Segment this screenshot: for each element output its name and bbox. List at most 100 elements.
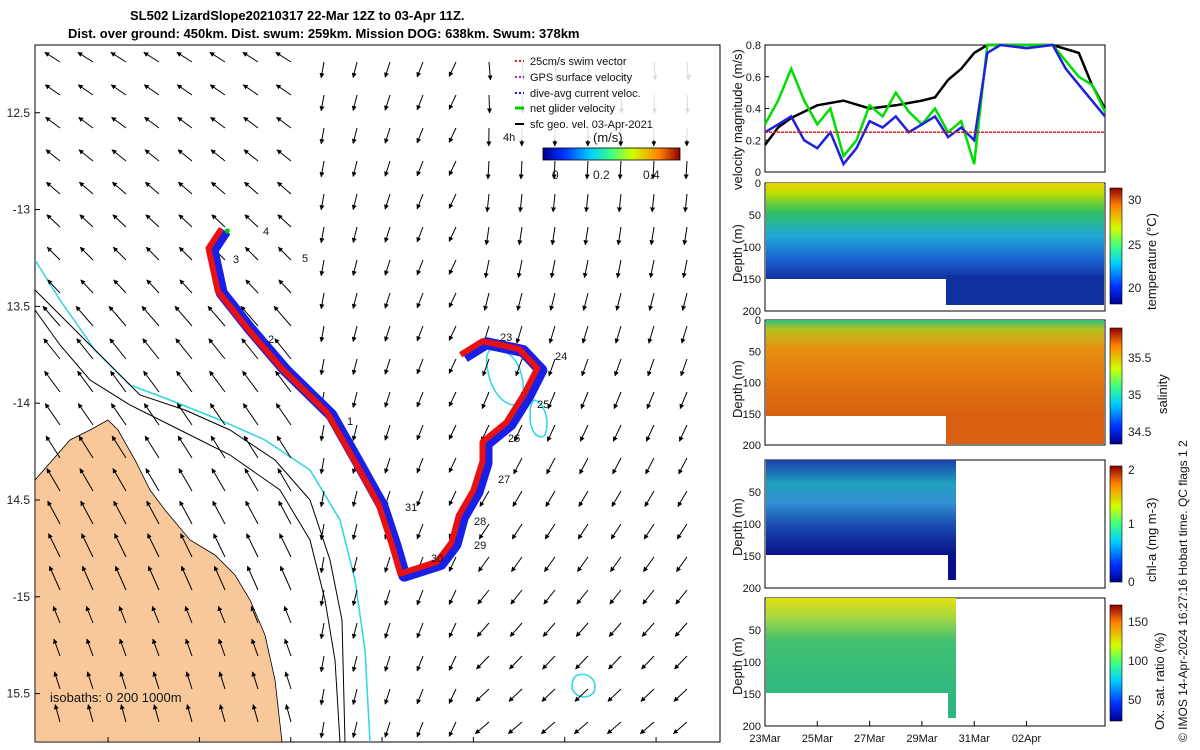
map-y-tick-label: 14.5 bbox=[7, 493, 31, 507]
velocity-vector-arrow bbox=[416, 721, 424, 738]
day-label-23: 23 bbox=[500, 332, 512, 344]
velocity-vector-arrow bbox=[185, 671, 193, 690]
velocity-vector-arrow bbox=[319, 325, 325, 343]
velocity-vector-arrow bbox=[416, 292, 424, 309]
velocity-vector-arrow bbox=[644, 490, 655, 507]
velocity-vector-arrow bbox=[75, 305, 94, 327]
velocity-vector-arrow bbox=[185, 704, 193, 723]
velocity-vector-arrow bbox=[674, 622, 688, 637]
velocity-vector-arrow bbox=[647, 358, 655, 377]
velocity-vector-arrow bbox=[208, 338, 226, 360]
velocity-vector-arrow bbox=[53, 704, 61, 723]
velocity-vector-arrow bbox=[319, 226, 325, 244]
velocity-vector-arrow bbox=[475, 688, 490, 702]
velocity-vector-arrow bbox=[44, 84, 61, 96]
velocity-vector-arrow bbox=[81, 565, 94, 591]
depth-tick-label: 50 bbox=[749, 210, 761, 222]
temperature-ylabel: Depth (m) bbox=[730, 224, 745, 282]
depth-tick-label: 150 bbox=[743, 409, 761, 421]
velocity-vector-arrow bbox=[113, 279, 127, 294]
velocity-vector-arrow bbox=[152, 704, 160, 723]
velocity-vector-arrow bbox=[579, 457, 589, 475]
velocity-vector-arrow bbox=[448, 259, 457, 275]
map-x-ticks: 144.5 145 145.5 146 146.5 147 147.5 bbox=[93, 737, 671, 750]
velocity-vector-arrow bbox=[174, 305, 193, 327]
velocity-vector-arrow bbox=[549, 259, 556, 279]
velocity-vector-arrow bbox=[243, 116, 259, 129]
map-x-tick-label: 145 bbox=[189, 748, 209, 750]
velocity-vector-arrow bbox=[111, 149, 127, 162]
velocity-vector-arrow bbox=[540, 721, 556, 735]
velocity-vector-arrow bbox=[152, 671, 160, 690]
velocity-vector-arrow bbox=[617, 193, 623, 213]
velocity-vector-arrow bbox=[218, 638, 226, 657]
velocity-vector-arrow bbox=[681, 292, 688, 311]
velocity-vector-arrow bbox=[507, 721, 523, 735]
velocity-vector-arrow bbox=[178, 214, 193, 228]
velocity-vector-arrow bbox=[649, 226, 655, 246]
velocity-vector-arrow bbox=[672, 721, 688, 735]
velocity-vector-arrow bbox=[582, 292, 589, 311]
velocity-vector-arrow bbox=[242, 84, 259, 96]
velocity-vector-arrow bbox=[513, 424, 523, 442]
depth-tick-label: 100 bbox=[743, 378, 761, 390]
velocity-y-ticks: 0 0.2 0.4 0.6 0.8 bbox=[746, 40, 769, 179]
velocity-vector-arrow bbox=[485, 160, 491, 180]
chla-colorbar bbox=[1109, 465, 1123, 583]
eddy-contour-3 bbox=[571, 673, 596, 698]
velocity-vector-arrow bbox=[240, 305, 259, 327]
velocity-vector-arrow bbox=[351, 292, 358, 310]
depth-tick-label: 50 bbox=[749, 625, 761, 637]
velocity-vector-arrow bbox=[147, 533, 160, 558]
velocity-vector-arrow bbox=[448, 391, 457, 407]
velocity-vector-arrow bbox=[416, 391, 424, 408]
velocity-vector-arrow bbox=[319, 457, 325, 475]
velocity-vector-arrow bbox=[487, 61, 493, 81]
velocity-vector-arrow bbox=[177, 116, 193, 129]
velocity-vector-arrow bbox=[579, 424, 589, 442]
velocity-vector-arrow bbox=[251, 704, 259, 723]
velocity-vector-arrow bbox=[209, 84, 226, 96]
map-y-tick-label: -15 bbox=[13, 590, 31, 604]
heatmap-ticks: 05010015020030252005010015020035.53534.5… bbox=[743, 178, 1152, 733]
velocity-vector-arrow bbox=[78, 149, 94, 162]
velocity-vector-arrow bbox=[645, 424, 655, 442]
velocity-vector-arrow bbox=[543, 589, 556, 605]
velocity-vector-arrow bbox=[541, 688, 556, 702]
velocity-vector-arrow bbox=[141, 305, 160, 327]
velocity-vector-arrow bbox=[351, 688, 358, 706]
velocity-vector-arrow bbox=[319, 622, 325, 640]
velocity-vector-arrow bbox=[351, 193, 358, 211]
velocity-vector-arrow bbox=[551, 193, 557, 213]
legend-4h-label: 4h bbox=[503, 132, 515, 144]
velocity-vector-arrow bbox=[146, 500, 160, 525]
velocity-vector-arrow bbox=[44, 370, 61, 393]
velocity-vector-arrow bbox=[275, 51, 292, 63]
velocity-vector-arrow bbox=[79, 246, 94, 261]
map-x-tick-label: 147 bbox=[555, 748, 575, 750]
velocity-vector-arrow bbox=[483, 259, 490, 279]
velocity-vector-arrow bbox=[278, 279, 292, 294]
map-y-tick-label: -13 bbox=[13, 203, 31, 217]
velocity-vector-arrow bbox=[542, 622, 556, 637]
velocity-vector-arrow bbox=[650, 160, 656, 180]
velocity-vector-arrow bbox=[279, 533, 292, 558]
velocity-vector-arrow bbox=[416, 259, 424, 276]
velocity-vector-arrow bbox=[53, 671, 61, 690]
velocity-vector-arrow bbox=[680, 325, 688, 344]
temperature-field bbox=[766, 183, 1104, 279]
velocity-vector-arrow bbox=[642, 589, 655, 605]
velocity-vector-arrow bbox=[151, 605, 160, 624]
temperature-panel: Depth (m) temperature (°C) bbox=[730, 182, 1159, 312]
velocity-vector-arrow bbox=[384, 61, 391, 78]
velocity-vector-arrow bbox=[481, 391, 490, 410]
velocity-vector-arrow bbox=[617, 160, 623, 180]
velocity-vector-arrow bbox=[577, 523, 589, 540]
day-label-3: 3 bbox=[233, 254, 239, 266]
velocity-vector-arrow bbox=[319, 490, 325, 508]
velocity-vector-arrow bbox=[145, 468, 160, 492]
velocity-vector-arrow bbox=[242, 403, 259, 426]
velocity-vector-arrow bbox=[351, 226, 358, 244]
oxygen-panel: Depth (m) Ox. sat. ratio (%) bbox=[730, 597, 1167, 730]
